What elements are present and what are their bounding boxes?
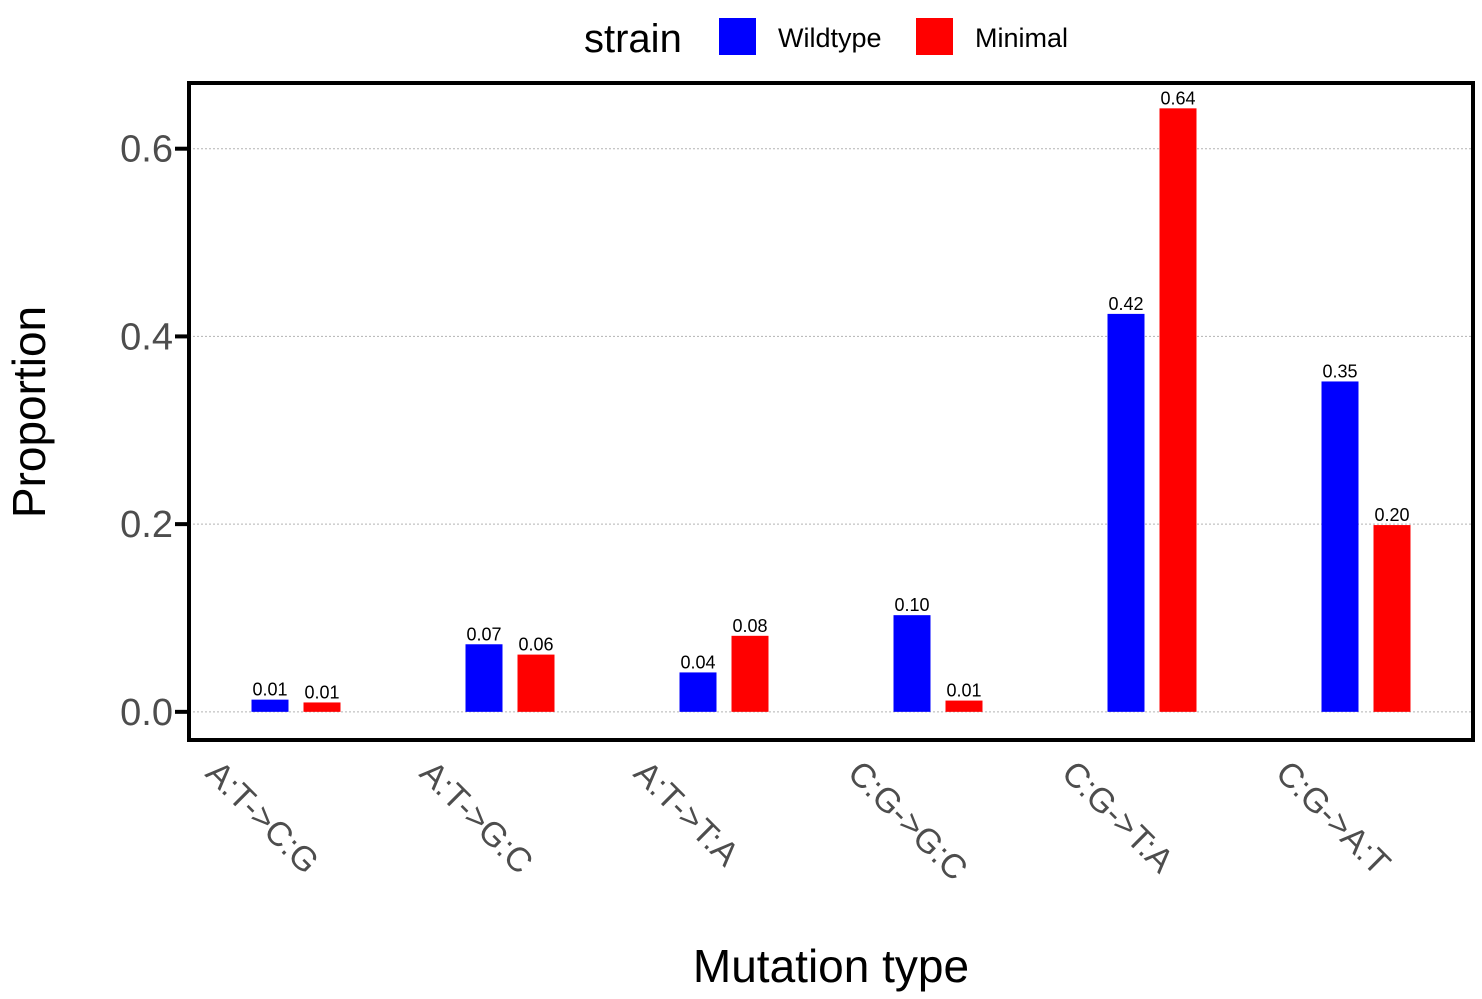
bar-wildtype	[465, 644, 503, 712]
x-tick-label: A:T->T:A	[626, 754, 746, 874]
y-tick-label: 0.4	[120, 316, 173, 358]
bar-minimal	[731, 635, 769, 712]
panel-border	[187, 81, 1475, 742]
y-tick-label: 0.6	[120, 129, 173, 171]
y-tick-label: 0.2	[120, 504, 173, 546]
bar-wildtype	[1107, 313, 1145, 712]
data-label: 0.10	[894, 595, 929, 615]
data-label: 0.01	[946, 681, 981, 701]
bar-wildtype	[1321, 381, 1359, 712]
x-tick-label: A:T->G:C	[412, 754, 540, 882]
y-tick-label: 0.0	[120, 692, 173, 734]
legend-label-minimal: Minimal	[975, 23, 1068, 53]
data-label: 0.06	[518, 635, 553, 655]
x-tick-label: C:G->G:C	[840, 754, 974, 888]
legend-label-wildtype: Wildtype	[778, 23, 882, 53]
x-axis-title: Mutation type	[693, 940, 969, 992]
legend-title: strain	[584, 17, 682, 61]
data-label: 0.35	[1322, 361, 1357, 381]
x-tick-label: A:T->C:G	[198, 754, 326, 882]
bar-minimal	[517, 654, 555, 712]
data-label: 0.04	[680, 652, 715, 672]
bar-minimal	[1373, 525, 1411, 712]
bar-minimal	[303, 702, 341, 712]
legend-swatch-minimal	[916, 18, 953, 55]
data-label: 0.64	[1160, 88, 1195, 108]
x-tick-label: C:G->A:T	[1268, 754, 1397, 883]
data-label: 0.01	[252, 680, 287, 700]
x-tick-label: C:G->T:A	[1054, 754, 1181, 881]
bar-wildtype	[251, 699, 289, 712]
legend: strain Wildtype Minimal	[584, 17, 1068, 61]
bar-minimal	[1159, 108, 1197, 712]
y-axis-title: Proportion	[3, 306, 55, 518]
data-label: 0.07	[466, 624, 501, 644]
legend-swatch-wildtype	[719, 18, 756, 55]
bar-minimal	[945, 700, 983, 712]
data-label: 0.08	[732, 616, 767, 636]
data-label: 0.20	[1374, 505, 1409, 525]
bar-wildtype	[679, 672, 717, 712]
bar-wildtype	[893, 615, 931, 712]
data-label: 0.42	[1108, 294, 1143, 314]
data-label: 0.01	[304, 682, 339, 702]
plot-area: 0.0 0.2 0.4 0.6 0.01 0.01 A:T->C:G 0.07 0.06 A:T-…	[120, 81, 1475, 888]
